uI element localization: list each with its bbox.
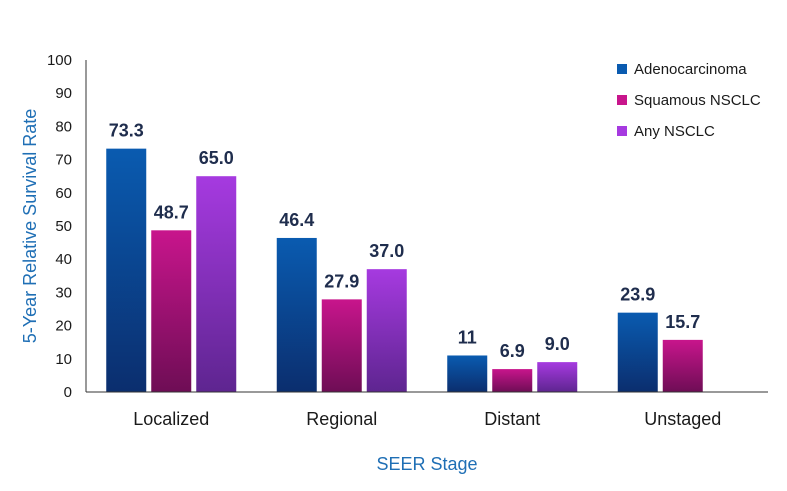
bar-adenocarcinoma bbox=[617, 312, 658, 392]
legend-swatch bbox=[617, 95, 627, 105]
data-labels-group: 73.3 48.7 65.0 46.4 27.9 37.0 11 6.9 9.0 23.9 15.7 bbox=[109, 121, 701, 361]
y-tick-label: 90 bbox=[55, 85, 72, 102]
bars-group bbox=[106, 148, 703, 392]
data-label: 11 bbox=[458, 327, 477, 347]
y-tick-label: 30 bbox=[55, 284, 72, 301]
data-label: 6.9 bbox=[500, 341, 525, 361]
y-ticks-group: 0 10 20 30 40 50 60 70 80 90 100 bbox=[47, 52, 72, 401]
y-tick-label: 10 bbox=[55, 351, 72, 368]
y-axis-title: 5-Year Relative Survival Rate bbox=[20, 109, 40, 343]
bar-adenocarcinoma bbox=[447, 355, 488, 392]
y-tick-label: 60 bbox=[55, 185, 72, 202]
legend: Adenocarcinoma Squamous NSCLC Any NSCLC bbox=[617, 61, 761, 140]
y-tick-label: 50 bbox=[55, 218, 72, 235]
data-label: 9.0 bbox=[545, 334, 570, 354]
y-tick-label: 80 bbox=[55, 118, 72, 135]
data-label: 23.9 bbox=[620, 285, 655, 305]
y-tick-label: 0 bbox=[64, 384, 72, 401]
bar-any-nsclc bbox=[537, 362, 578, 392]
x-category-label: Unstaged bbox=[644, 409, 721, 429]
x-category-label: Regional bbox=[306, 409, 377, 429]
x-axis-title: SEER Stage bbox=[376, 454, 477, 474]
y-tick-label: 70 bbox=[55, 152, 72, 169]
bar-adenocarcinoma bbox=[106, 148, 147, 392]
bar-adenocarcinoma bbox=[276, 237, 317, 392]
bar-squamous-nsclc bbox=[151, 230, 192, 392]
y-tick-label: 100 bbox=[47, 52, 72, 69]
data-label: 73.3 bbox=[109, 121, 144, 141]
bar-any-nsclc bbox=[196, 176, 237, 392]
data-label: 46.4 bbox=[279, 210, 314, 230]
bar-any-nsclc bbox=[366, 269, 407, 392]
data-label: 65.0 bbox=[199, 148, 234, 168]
data-label: 37.0 bbox=[369, 241, 404, 261]
legend-swatch bbox=[617, 126, 627, 136]
legend-swatch bbox=[617, 64, 627, 74]
y-tick-label: 20 bbox=[55, 318, 72, 335]
data-label: 27.9 bbox=[324, 271, 359, 291]
bar-squamous-nsclc bbox=[492, 369, 533, 392]
data-label: 48.7 bbox=[154, 202, 189, 222]
x-category-label: Distant bbox=[484, 409, 540, 429]
bar-squamous-nsclc bbox=[321, 299, 362, 392]
x-categories-group: Localized Regional Distant Unstaged bbox=[133, 409, 721, 429]
y-tick-label: 40 bbox=[55, 251, 72, 268]
legend-label: Any NSCLC bbox=[634, 123, 715, 140]
legend-label: Squamous NSCLC bbox=[634, 92, 761, 109]
x-category-label: Localized bbox=[133, 409, 209, 429]
bar-squamous-nsclc bbox=[662, 339, 703, 392]
data-label: 15.7 bbox=[665, 312, 700, 332]
legend-label: Adenocarcinoma bbox=[634, 61, 747, 78]
